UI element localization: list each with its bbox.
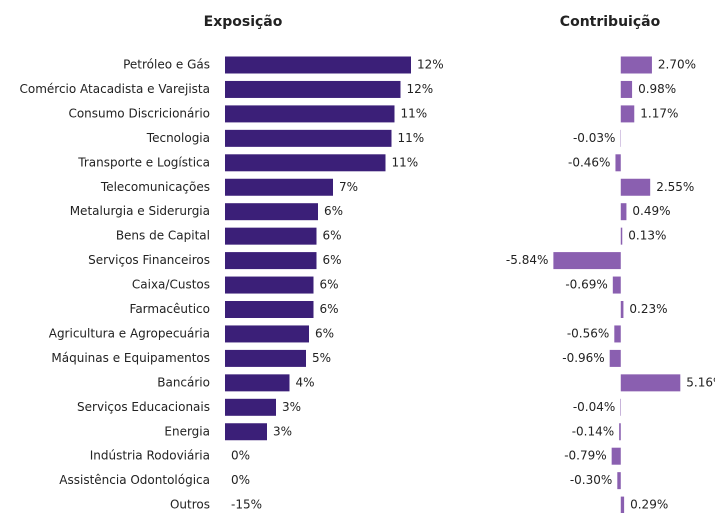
category-label: Agricultura e Agropecuária <box>49 326 210 340</box>
category-label: Consumo Discricionário <box>68 106 210 120</box>
value-label: 7% <box>339 180 358 194</box>
bar <box>620 203 627 221</box>
value-label: 0.29% <box>630 498 668 512</box>
value-label: -0.03% <box>573 131 615 145</box>
bar <box>225 80 401 98</box>
category-label: Energia <box>164 424 210 438</box>
value-label: 3% <box>273 424 292 438</box>
value-label: 0.98% <box>638 82 676 96</box>
bar <box>615 154 621 172</box>
bar <box>611 447 621 465</box>
bar <box>225 252 317 270</box>
bar <box>620 80 633 98</box>
category-label: Transporte e Logística <box>77 155 210 169</box>
value-label: -0.30% <box>570 473 612 487</box>
value-label: -0.04% <box>573 400 615 414</box>
value-label: 0.13% <box>628 229 666 243</box>
bar <box>617 472 621 490</box>
bar <box>225 178 333 196</box>
value-label: 3% <box>282 400 301 414</box>
category-label: Indústria Rodoviária <box>90 449 210 463</box>
value-label: 0% <box>231 473 250 487</box>
category-label: Bens de Capital <box>116 229 210 243</box>
bar <box>620 496 625 513</box>
value-label: -0.56% <box>567 326 609 340</box>
chart-title: Exposição <box>204 14 283 30</box>
category-label: Farmacêutico <box>130 302 210 316</box>
bar <box>620 301 624 318</box>
value-label: 5% <box>312 351 331 365</box>
category-label: Caixa/Custos <box>132 278 210 292</box>
value-label: 6% <box>324 204 343 218</box>
bar <box>612 276 621 294</box>
value-label: 0.49% <box>632 204 670 218</box>
value-label: 5.16% <box>686 375 715 389</box>
category-label: Telecomunicações <box>100 180 210 194</box>
value-label: 0% <box>231 449 250 463</box>
bar <box>225 105 395 123</box>
bar <box>620 105 635 123</box>
value-label: 2.55% <box>656 180 694 194</box>
bar <box>225 203 318 221</box>
value-label: 11% <box>401 106 428 120</box>
value-label: 6% <box>320 302 339 316</box>
bar <box>225 227 317 245</box>
category-label: Metalurgia e Siderurgia <box>70 204 210 218</box>
value-label: 6% <box>315 326 334 340</box>
value-label: -0.96% <box>562 351 604 365</box>
category-label: Petróleo e Gás <box>123 58 210 72</box>
bar <box>225 349 306 367</box>
value-label: 6% <box>320 278 339 292</box>
category-label: Assistência Odontológica <box>59 473 210 487</box>
bar <box>225 325 309 343</box>
value-label: 12% <box>407 82 434 96</box>
bar <box>620 178 651 196</box>
category-label: Bancário <box>157 375 210 389</box>
bars <box>225 56 411 441</box>
bar <box>225 276 314 294</box>
bar <box>225 398 276 416</box>
bar <box>225 423 267 441</box>
value-label: -0.69% <box>565 278 607 292</box>
bar <box>614 325 621 343</box>
category-label: Máquinas e Equipamentos <box>51 351 210 365</box>
value-label: 11% <box>398 131 425 145</box>
category-label: Serviços Financeiros <box>88 253 210 267</box>
bar <box>619 423 621 441</box>
value-label: 1.17% <box>640 106 678 120</box>
chart-title: Contribuição <box>560 14 661 30</box>
bar <box>225 154 386 172</box>
category-label: Serviços Educacionais <box>77 400 210 414</box>
bar <box>225 301 314 318</box>
value-label: 11% <box>392 155 419 169</box>
value-label: 6% <box>323 253 342 267</box>
value-label: 2.70% <box>658 58 696 72</box>
bar <box>620 374 681 392</box>
value-label: -0.46% <box>568 155 610 169</box>
bar <box>553 252 621 270</box>
bar <box>620 227 623 245</box>
category-label: Comércio Atacadista e Varejista <box>20 82 211 96</box>
bar <box>609 349 621 367</box>
value-label: 4% <box>296 375 315 389</box>
value-label: -0.14% <box>572 424 614 438</box>
bar <box>225 56 411 74</box>
value-label: -5.84% <box>506 253 548 267</box>
value-label: -0.79% <box>564 449 606 463</box>
bar <box>225 129 392 147</box>
value-label: 12% <box>417 58 444 72</box>
value-label: 6% <box>323 229 342 243</box>
category-label: Tecnologia <box>146 131 210 145</box>
category-label: Outros <box>170 498 210 512</box>
bar <box>620 56 652 74</box>
value-label: -15% <box>231 498 262 512</box>
value-label: 0.23% <box>629 302 667 316</box>
bar <box>225 374 290 392</box>
